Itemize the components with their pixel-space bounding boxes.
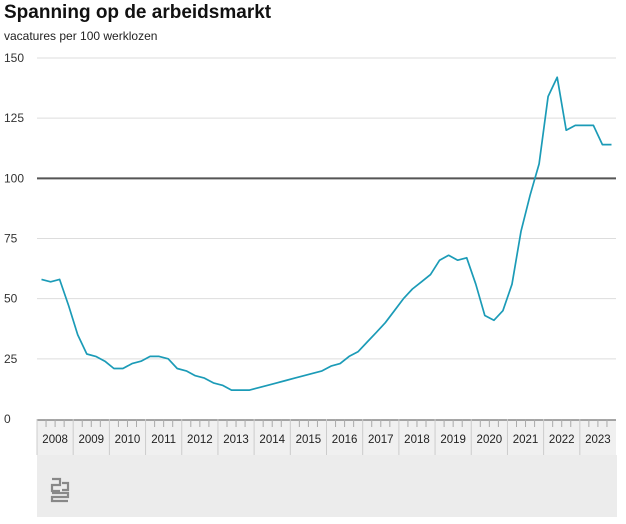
y-tick-label: 0 [4,412,11,426]
x-tick-label: 2020 [477,434,503,446]
x-tick-label: 2019 [440,434,466,446]
y-tick-label: 50 [4,292,18,306]
y-tick-label: 125 [4,111,24,125]
x-tick-label: 2023 [585,434,611,446]
x-tick-label: 2011 [151,434,176,446]
x-tick-label: 2013 [223,434,249,446]
footer-bar [37,455,617,517]
x-tick-label: 2018 [404,434,430,446]
x-tick-label: 2017 [368,434,394,446]
x-tick-label: 2015 [296,434,322,446]
y-tick-label: 25 [4,352,18,366]
x-tick-label: 2008 [42,434,68,446]
x-tick-label: 2014 [259,434,285,446]
x-tick-label: 2016 [332,434,358,446]
y-tick-label: 75 [4,232,18,246]
x-tick-label: 2009 [78,434,104,446]
x-tick-label: 2021 [513,434,539,446]
x-tick-label: 2022 [549,434,575,446]
chart-title: Spanning op de arbeidsmarkt [4,2,272,23]
cbs-logo-icon [50,477,70,503]
y-tick-label: 100 [4,171,24,185]
series-line [41,76,612,391]
x-tick-label: 2010 [115,434,141,446]
y-tick-label: 150 [4,51,24,65]
x-tick-label: 2012 [187,434,213,446]
chart-subtitle: vacatures per 100 werklozen [4,29,158,43]
